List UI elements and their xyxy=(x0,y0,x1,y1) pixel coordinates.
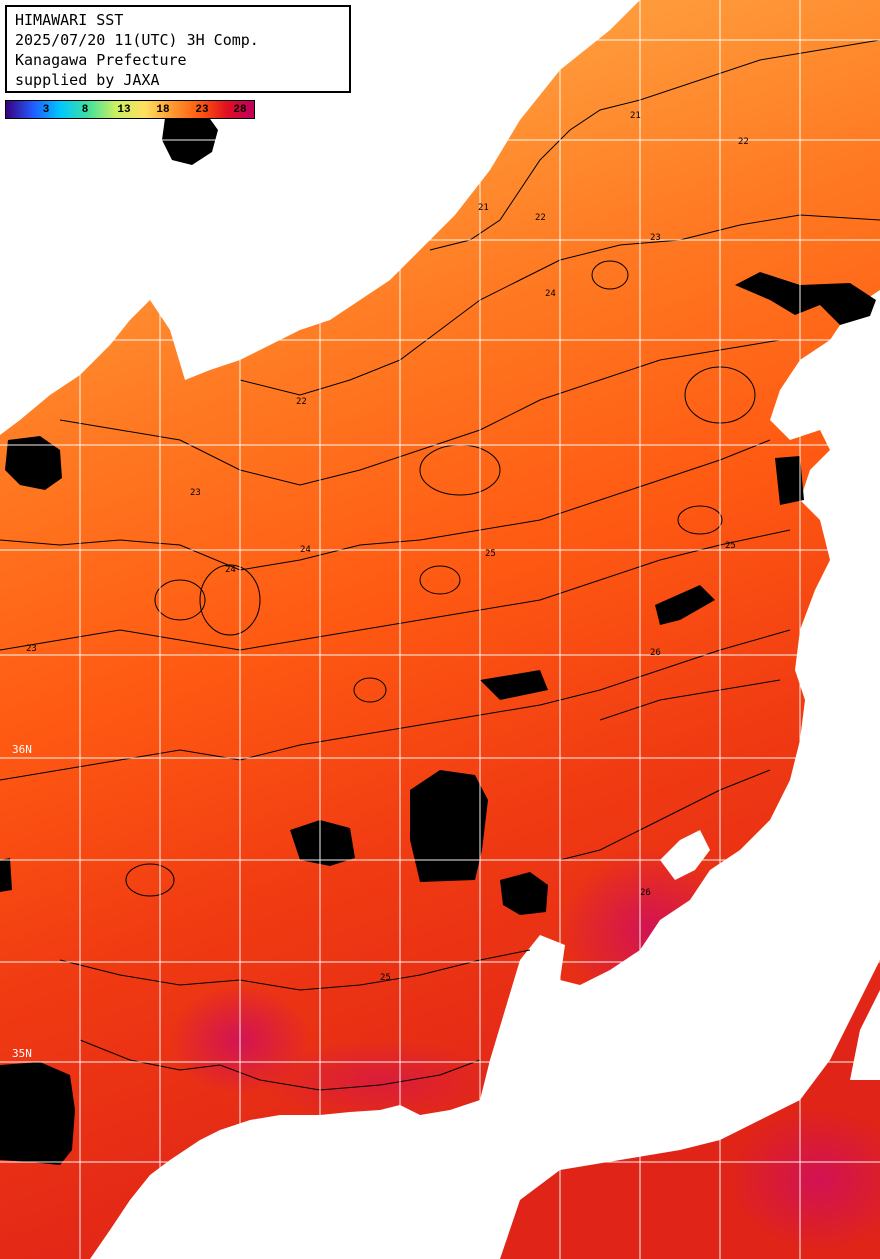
cloud-mask xyxy=(0,858,12,892)
latitude-label-36n: 36N xyxy=(12,743,32,756)
scale-label: 8 xyxy=(81,104,89,116)
contour-line xyxy=(599,679,781,721)
cloud-mask xyxy=(655,585,715,625)
cloud-mask xyxy=(775,456,804,505)
color-scale-legend: 3 8 13 18 23 28 xyxy=(5,100,255,119)
warm-zone xyxy=(730,1110,880,1250)
contour-label: 22 xyxy=(296,397,307,407)
contour-label: 23 xyxy=(190,488,201,498)
contour-label: 26 xyxy=(650,648,661,658)
contour-group xyxy=(0,39,880,1091)
contour-line xyxy=(429,39,880,251)
title-region: Kanagawa Prefecture xyxy=(15,51,187,69)
title-supplier: supplied by JAXA xyxy=(15,71,160,89)
contour-label: 22 xyxy=(535,213,546,223)
contour-line xyxy=(419,565,461,595)
contour-label: 23 xyxy=(26,644,37,654)
contour-line xyxy=(353,677,387,703)
contour-label: 23 xyxy=(650,233,661,243)
land-peninsula xyxy=(660,830,710,880)
cloud-mask-group xyxy=(0,112,876,1165)
scale-label: 13 xyxy=(117,104,131,116)
land-southeast xyxy=(850,990,880,1080)
contour-line xyxy=(677,505,723,535)
cloud-mask xyxy=(5,436,62,490)
contour-label: 25 xyxy=(725,541,736,551)
contour-line xyxy=(59,339,781,486)
cloud-mask xyxy=(0,1062,75,1165)
contour-label: 26 xyxy=(640,888,651,898)
contour-label: 22 xyxy=(738,137,749,147)
scale-label: 3 xyxy=(42,104,50,116)
contour-line xyxy=(591,260,629,290)
scale-label: 23 xyxy=(195,104,209,116)
cloud-mask xyxy=(500,872,548,915)
contour-label: 24 xyxy=(545,289,556,299)
latitude-label-35n: 35N xyxy=(12,1047,32,1060)
contour-label: 21 xyxy=(478,203,489,213)
scale-label: 18 xyxy=(156,104,170,116)
scale-label: 28 xyxy=(233,104,247,116)
land-east xyxy=(90,290,880,1259)
title-box: HIMAWARI SST 2025/07/20 11(UTC) 3H Comp.… xyxy=(5,5,351,93)
contour-labels: 21 21 22 22 22 23 23 23 24 24 24 25 25 2… xyxy=(26,111,749,983)
cloud-mask xyxy=(290,820,355,866)
contour-label: 21 xyxy=(630,111,641,121)
title-datetime: 2025/07/20 11(UTC) 3H Comp. xyxy=(15,31,259,49)
cloud-mask xyxy=(735,272,876,325)
cloud-mask xyxy=(410,770,488,882)
cloud-mask xyxy=(162,112,218,165)
contour-line xyxy=(199,564,261,636)
contour-line xyxy=(559,769,771,861)
contour-line xyxy=(79,1039,481,1091)
title-satellite: HIMAWARI SST xyxy=(15,11,124,29)
contour-line xyxy=(0,529,791,651)
contour-line xyxy=(59,949,531,991)
contour-label: 24 xyxy=(225,565,236,575)
contour-label: 25 xyxy=(485,549,496,559)
contour-line xyxy=(239,214,880,396)
contour-line xyxy=(154,579,206,621)
contour-label: 25 xyxy=(380,973,391,983)
contour-line xyxy=(125,863,175,897)
contour-line xyxy=(0,439,771,571)
contour-label: 24 xyxy=(300,545,311,555)
cloud-mask xyxy=(480,670,548,700)
